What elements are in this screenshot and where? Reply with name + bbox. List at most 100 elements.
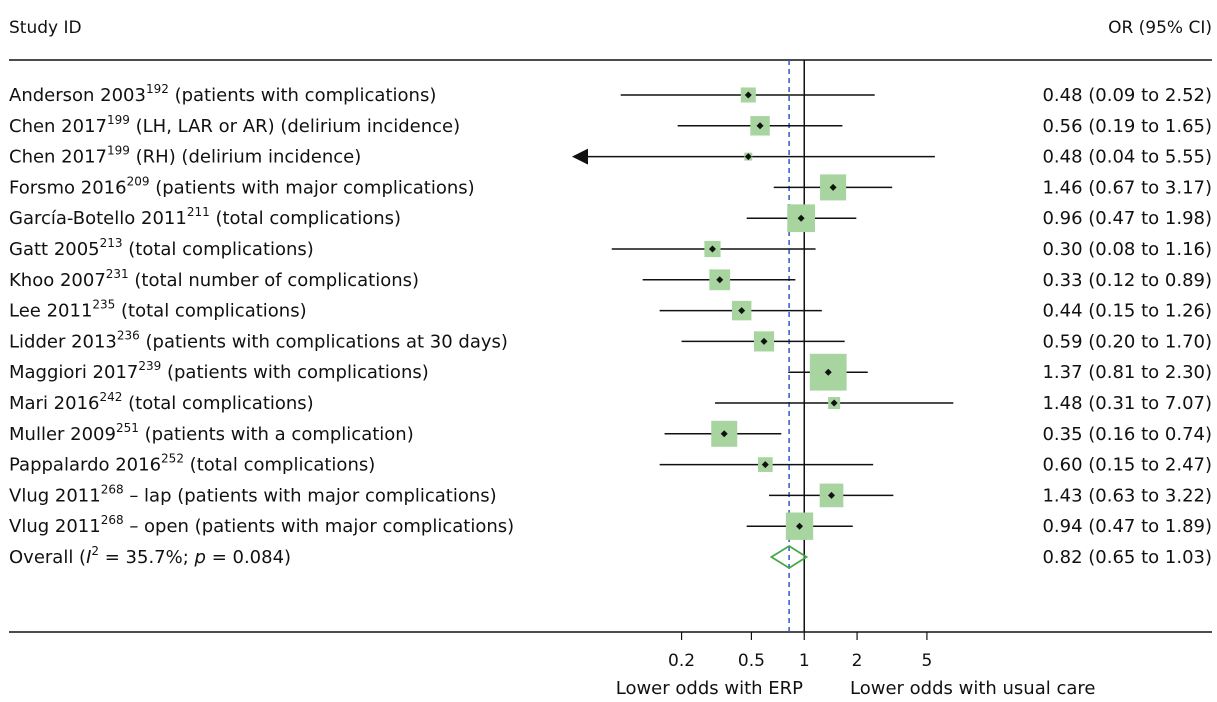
overall-label-part: = 0.084) bbox=[206, 547, 291, 568]
study-ci-text: 1.46 (0.67 to 3.17) bbox=[1042, 177, 1212, 198]
study-label: Lidder 2013236 (patients with complicati… bbox=[9, 328, 508, 352]
study-desc: (total complications) bbox=[210, 208, 401, 229]
point-estimate bbox=[716, 276, 724, 284]
study-name: Vlug 2011 bbox=[9, 516, 101, 537]
study-label: Khoo 2007231 (total number of complicati… bbox=[9, 267, 419, 291]
study-ref: 268 bbox=[101, 513, 124, 527]
study-label: Maggiori 2017239 (patients with complica… bbox=[9, 359, 429, 383]
study-row: Maggiori 2017239 (patients with complica… bbox=[9, 353, 1212, 391]
study-name: Lee 2011 bbox=[9, 301, 92, 322]
study-row: Anderson 2003192 (patients with complica… bbox=[9, 82, 1212, 106]
study-ci-text: 0.96 (0.47 to 1.98) bbox=[1042, 208, 1212, 229]
xlabel-right: Lower odds with usual care bbox=[850, 678, 1095, 699]
study-ci-text: 1.48 (0.31 to 7.07) bbox=[1042, 393, 1212, 414]
study-ref: 251 bbox=[116, 421, 139, 435]
study-label: Chen 2017199 (LH, LAR or AR) (delirium i… bbox=[9, 113, 460, 137]
study-desc: (total number of complications) bbox=[129, 270, 419, 291]
study-row: Lee 2011235 (total complications) 0.44 (0… bbox=[9, 298, 1212, 322]
study-ci-text: 0.59 (0.20 to 1.70) bbox=[1042, 331, 1212, 352]
study-desc: (patients with a complication) bbox=[139, 424, 414, 445]
study-label: Gatt 2005213 (total complications) bbox=[9, 236, 314, 260]
study-name: Mari 2016 bbox=[9, 393, 100, 414]
overall-label-part: p bbox=[194, 547, 206, 568]
overall-label-part: 2 bbox=[91, 544, 99, 558]
axis-tick-label: 2 bbox=[852, 651, 863, 671]
study-name: Maggiori 2017 bbox=[9, 362, 138, 383]
overall-label: Overall (I2 = 35.7%; p = 0.084) bbox=[9, 544, 291, 568]
axis-tick-label: 1 bbox=[799, 651, 810, 671]
overall-label-part: = 35.7%; bbox=[99, 547, 195, 568]
axis-tick-label: 5 bbox=[922, 651, 933, 671]
study-label: García-Botello 2011211 (total complicati… bbox=[9, 205, 401, 229]
study-name: Muller 2009 bbox=[9, 424, 116, 445]
study-desc: (total complications) bbox=[184, 455, 375, 476]
xlabel-left: Lower odds with ERP bbox=[616, 678, 803, 699]
study-ci-text: 0.48 (0.04 to 5.55) bbox=[1042, 147, 1212, 168]
study-ci-text: 0.56 (0.19 to 1.65) bbox=[1042, 116, 1212, 137]
study-ci-text: 0.35 (0.16 to 0.74) bbox=[1042, 424, 1212, 445]
study-ref: 239 bbox=[138, 359, 161, 373]
header-study-id: Study ID bbox=[9, 18, 82, 38]
study-ci-text: 0.94 (0.47 to 1.89) bbox=[1042, 516, 1212, 537]
study-label: Vlug 2011268 – open (patients with major… bbox=[9, 513, 514, 537]
point-estimate bbox=[760, 337, 768, 345]
study-ref: 199 bbox=[107, 113, 130, 127]
study-name: Vlug 2011 bbox=[9, 485, 101, 506]
point-estimate bbox=[830, 399, 838, 407]
study-row: Chen 2017199 (LH, LAR or AR) (delirium i… bbox=[9, 113, 1212, 137]
study-ci-text: 0.33 (0.12 to 0.89) bbox=[1042, 270, 1212, 291]
study-name: Chen 2017 bbox=[9, 116, 107, 137]
overall-row: Overall (I2 = 35.7%; p = 0.084) 0.82 (0.6… bbox=[9, 544, 1212, 570]
study-label: Pappalardo 2016252 (total complications) bbox=[9, 452, 375, 476]
point-estimate bbox=[744, 91, 752, 99]
study-row: Gatt 2005213 (total complications) 0.30 (… bbox=[9, 236, 1212, 260]
study-label: Muller 2009251 (patients with a complica… bbox=[9, 421, 414, 445]
study-ref: 252 bbox=[161, 452, 184, 466]
study-name: Chen 2017 bbox=[9, 147, 107, 168]
study-ref: 236 bbox=[117, 328, 140, 342]
study-ref: 231 bbox=[106, 267, 129, 281]
study-row: Muller 2009251 (patients with a complica… bbox=[9, 420, 1212, 447]
study-desc: (patients with complications) bbox=[169, 85, 437, 106]
study-ref: 235 bbox=[92, 298, 115, 312]
study-name: Pappalardo 2016 bbox=[9, 455, 161, 476]
study-name: García-Botello 2011 bbox=[9, 208, 187, 229]
study-ref: 211 bbox=[187, 205, 210, 219]
study-ci-text: 0.60 (0.15 to 2.47) bbox=[1042, 455, 1212, 476]
study-desc: (total complications) bbox=[115, 301, 306, 322]
study-row: Mari 2016242 (total complications) 1.48 (… bbox=[9, 390, 1212, 414]
point-estimate bbox=[738, 307, 746, 315]
reference-lines bbox=[788, 60, 805, 632]
study-row: García-Botello 2011211 (total complicati… bbox=[9, 204, 1212, 233]
study-desc: (total complications) bbox=[123, 239, 314, 260]
point-estimate bbox=[824, 368, 832, 376]
study-name: Forsmo 2016 bbox=[9, 177, 127, 198]
study-row: Lidder 2013236 (patients with complicati… bbox=[9, 328, 1212, 352]
study-desc: – open (patients with major complication… bbox=[124, 516, 515, 537]
overall-label-part: I bbox=[86, 547, 91, 568]
study-row: Vlug 2011268 – open (patients with major… bbox=[9, 512, 1212, 540]
x-axis: 0.2 0.5 1 2 5 Lower odds with ERP Lower odds w… bbox=[616, 632, 1095, 699]
study-desc: (patients with complications at 30 days) bbox=[140, 331, 508, 352]
axis-tick-label: 0.2 bbox=[668, 651, 695, 671]
study-row: Khoo 2007231 (total number of complicati… bbox=[9, 267, 1212, 291]
study-label: Vlug 2011268 – lap (patients with major … bbox=[9, 482, 497, 506]
study-name: Gatt 2005 bbox=[9, 239, 100, 260]
study-label: Mari 2016242 (total complications) bbox=[9, 390, 314, 414]
study-name: Anderson 2003 bbox=[9, 85, 146, 106]
header-or-ci: OR (95% CI) bbox=[1108, 18, 1212, 38]
axis-tick-label: 0.5 bbox=[738, 651, 765, 671]
study-ref: 268 bbox=[101, 482, 124, 496]
study-desc: (patients with complications) bbox=[161, 362, 429, 383]
ci-arrow bbox=[572, 148, 588, 165]
study-desc: (RH) (delirium incidence) bbox=[130, 147, 361, 168]
study-desc: (patients with major complications) bbox=[150, 177, 475, 198]
study-row: Pappalardo 2016252 (total complications)… bbox=[9, 452, 1212, 476]
study-ci-text: 0.30 (0.08 to 1.16) bbox=[1042, 239, 1212, 260]
study-desc: – lap (patients with major complications… bbox=[124, 485, 497, 506]
overall-diamond bbox=[769, 544, 809, 570]
study-ci-text: 1.37 (0.81 to 2.30) bbox=[1042, 362, 1212, 383]
study-ci-text: 0.48 (0.09 to 2.52) bbox=[1042, 85, 1212, 106]
study-ref: 242 bbox=[100, 390, 123, 404]
